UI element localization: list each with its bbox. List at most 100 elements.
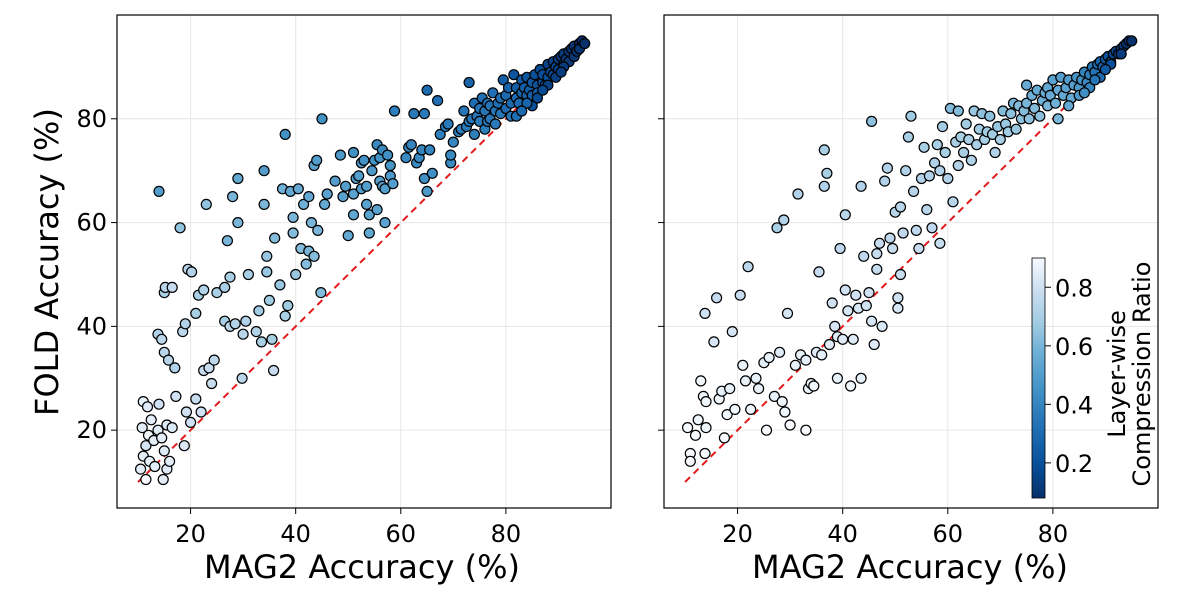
scatter-point bbox=[287, 227, 299, 239]
y-tick-label: 60 bbox=[76, 209, 107, 237]
scatter-point bbox=[169, 362, 181, 374]
scatter-point bbox=[388, 105, 401, 117]
scatter-point bbox=[487, 87, 499, 99]
colorbar-label-line-1: Layer-wise bbox=[1103, 310, 1131, 438]
right-plot-frame bbox=[663, 14, 1159, 509]
scatter-point bbox=[424, 144, 436, 156]
scatter-point bbox=[1078, 87, 1091, 99]
scatter-point bbox=[240, 315, 252, 327]
scatter-point bbox=[1010, 123, 1022, 135]
scatter-point bbox=[886, 242, 899, 255]
scatter-point bbox=[382, 149, 394, 161]
scatter-point bbox=[162, 354, 175, 366]
scatter-point bbox=[829, 320, 841, 332]
scatter-point bbox=[879, 175, 891, 187]
scatter-point bbox=[153, 398, 165, 410]
scatter-point bbox=[458, 105, 470, 117]
scatter-point bbox=[405, 139, 417, 151]
scatter-point bbox=[960, 118, 972, 130]
x-tick-label: 60 bbox=[933, 520, 964, 548]
scatter-point bbox=[227, 191, 239, 203]
scatter-point bbox=[579, 37, 591, 50]
scatter-point bbox=[358, 154, 370, 166]
scatter-point bbox=[863, 287, 875, 299]
scatter-point bbox=[290, 268, 302, 281]
scatter-point bbox=[236, 372, 248, 384]
scatter-point bbox=[923, 170, 936, 182]
scatter-point bbox=[729, 403, 741, 415]
scatter-point bbox=[242, 268, 254, 281]
y-tick-label: 20 bbox=[76, 416, 107, 444]
scatter-point bbox=[907, 185, 920, 197]
scatter-point bbox=[319, 198, 331, 210]
y-tick-label: 80 bbox=[76, 105, 107, 133]
scatter-point bbox=[308, 250, 320, 262]
colorbar-tick-label: 0.8 bbox=[1055, 274, 1093, 302]
scatter-point bbox=[695, 375, 707, 387]
scatter-point bbox=[347, 146, 360, 159]
scatter-point bbox=[371, 204, 383, 216]
scatter-point bbox=[347, 209, 360, 221]
scatter-point bbox=[366, 165, 378, 177]
scatter-point bbox=[952, 159, 964, 172]
scatter-point bbox=[965, 154, 978, 166]
scatter-point bbox=[905, 110, 917, 122]
scatter-point bbox=[269, 232, 281, 244]
scatter-point bbox=[140, 440, 152, 452]
scatter-point bbox=[800, 424, 812, 436]
right-points bbox=[681, 35, 1138, 467]
scatter-point bbox=[329, 175, 341, 187]
scatter-point bbox=[692, 414, 704, 426]
scatter-point bbox=[157, 473, 169, 486]
scatter-point bbox=[808, 380, 820, 392]
left-x-axis-label: MAG2 Accuracy (%) bbox=[204, 548, 520, 586]
scatter-point bbox=[156, 432, 168, 444]
scatter-point bbox=[445, 149, 457, 161]
scatter-point bbox=[211, 287, 223, 299]
scatter-point bbox=[158, 445, 170, 457]
scatter-point bbox=[721, 409, 733, 421]
scatter-point bbox=[363, 209, 375, 221]
scatter-point bbox=[881, 162, 894, 174]
scatter-point bbox=[726, 326, 738, 338]
scatter-point bbox=[834, 242, 846, 255]
scatter-point bbox=[784, 419, 796, 431]
scatter-point bbox=[771, 222, 783, 234]
scatter-point bbox=[255, 336, 268, 348]
colorbar-tick-label: 0.2 bbox=[1055, 450, 1093, 478]
scatter-point bbox=[1044, 89, 1056, 102]
right-ticks: 20 40 60 80 bbox=[658, 118, 1068, 548]
scatter-point bbox=[432, 94, 444, 107]
x-tick-label: 20 bbox=[175, 520, 206, 548]
scatter-point bbox=[384, 159, 396, 172]
scatter-point bbox=[963, 133, 975, 146]
scatter-point bbox=[873, 237, 886, 249]
scatter-point bbox=[792, 188, 804, 200]
scatter-point bbox=[426, 167, 438, 179]
x-tick-label: 40 bbox=[280, 520, 311, 548]
scatter-point bbox=[347, 188, 360, 200]
left-plot-frame bbox=[116, 14, 612, 509]
left-scatter-panel: 20 40 60 80 20 40 60 80 MAG2 Accuracy (%) FOLD … bbox=[28, 14, 612, 586]
scatter-point bbox=[261, 266, 273, 278]
scatter-point bbox=[387, 178, 399, 190]
scatter-point bbox=[508, 69, 520, 81]
scatter-point bbox=[516, 105, 528, 117]
scatter-point bbox=[994, 133, 1006, 146]
scatter-point bbox=[379, 183, 391, 195]
colorbar-ticks: 0.2 0.4 0.6 0.8 bbox=[1045, 274, 1093, 478]
scatter-point bbox=[900, 165, 912, 177]
scatter-point bbox=[353, 170, 365, 182]
scatter-point bbox=[145, 414, 157, 426]
scatter-point bbox=[140, 473, 152, 486]
scatter-point bbox=[989, 146, 1001, 159]
scatter-point bbox=[135, 463, 147, 475]
scatter-point bbox=[195, 406, 207, 418]
scatter-point bbox=[418, 107, 430, 120]
scatter-point bbox=[724, 383, 736, 395]
scatter-point bbox=[1049, 97, 1062, 109]
scatter-point bbox=[421, 185, 433, 197]
scatter-point bbox=[734, 289, 746, 301]
scatter-point bbox=[1115, 48, 1127, 60]
